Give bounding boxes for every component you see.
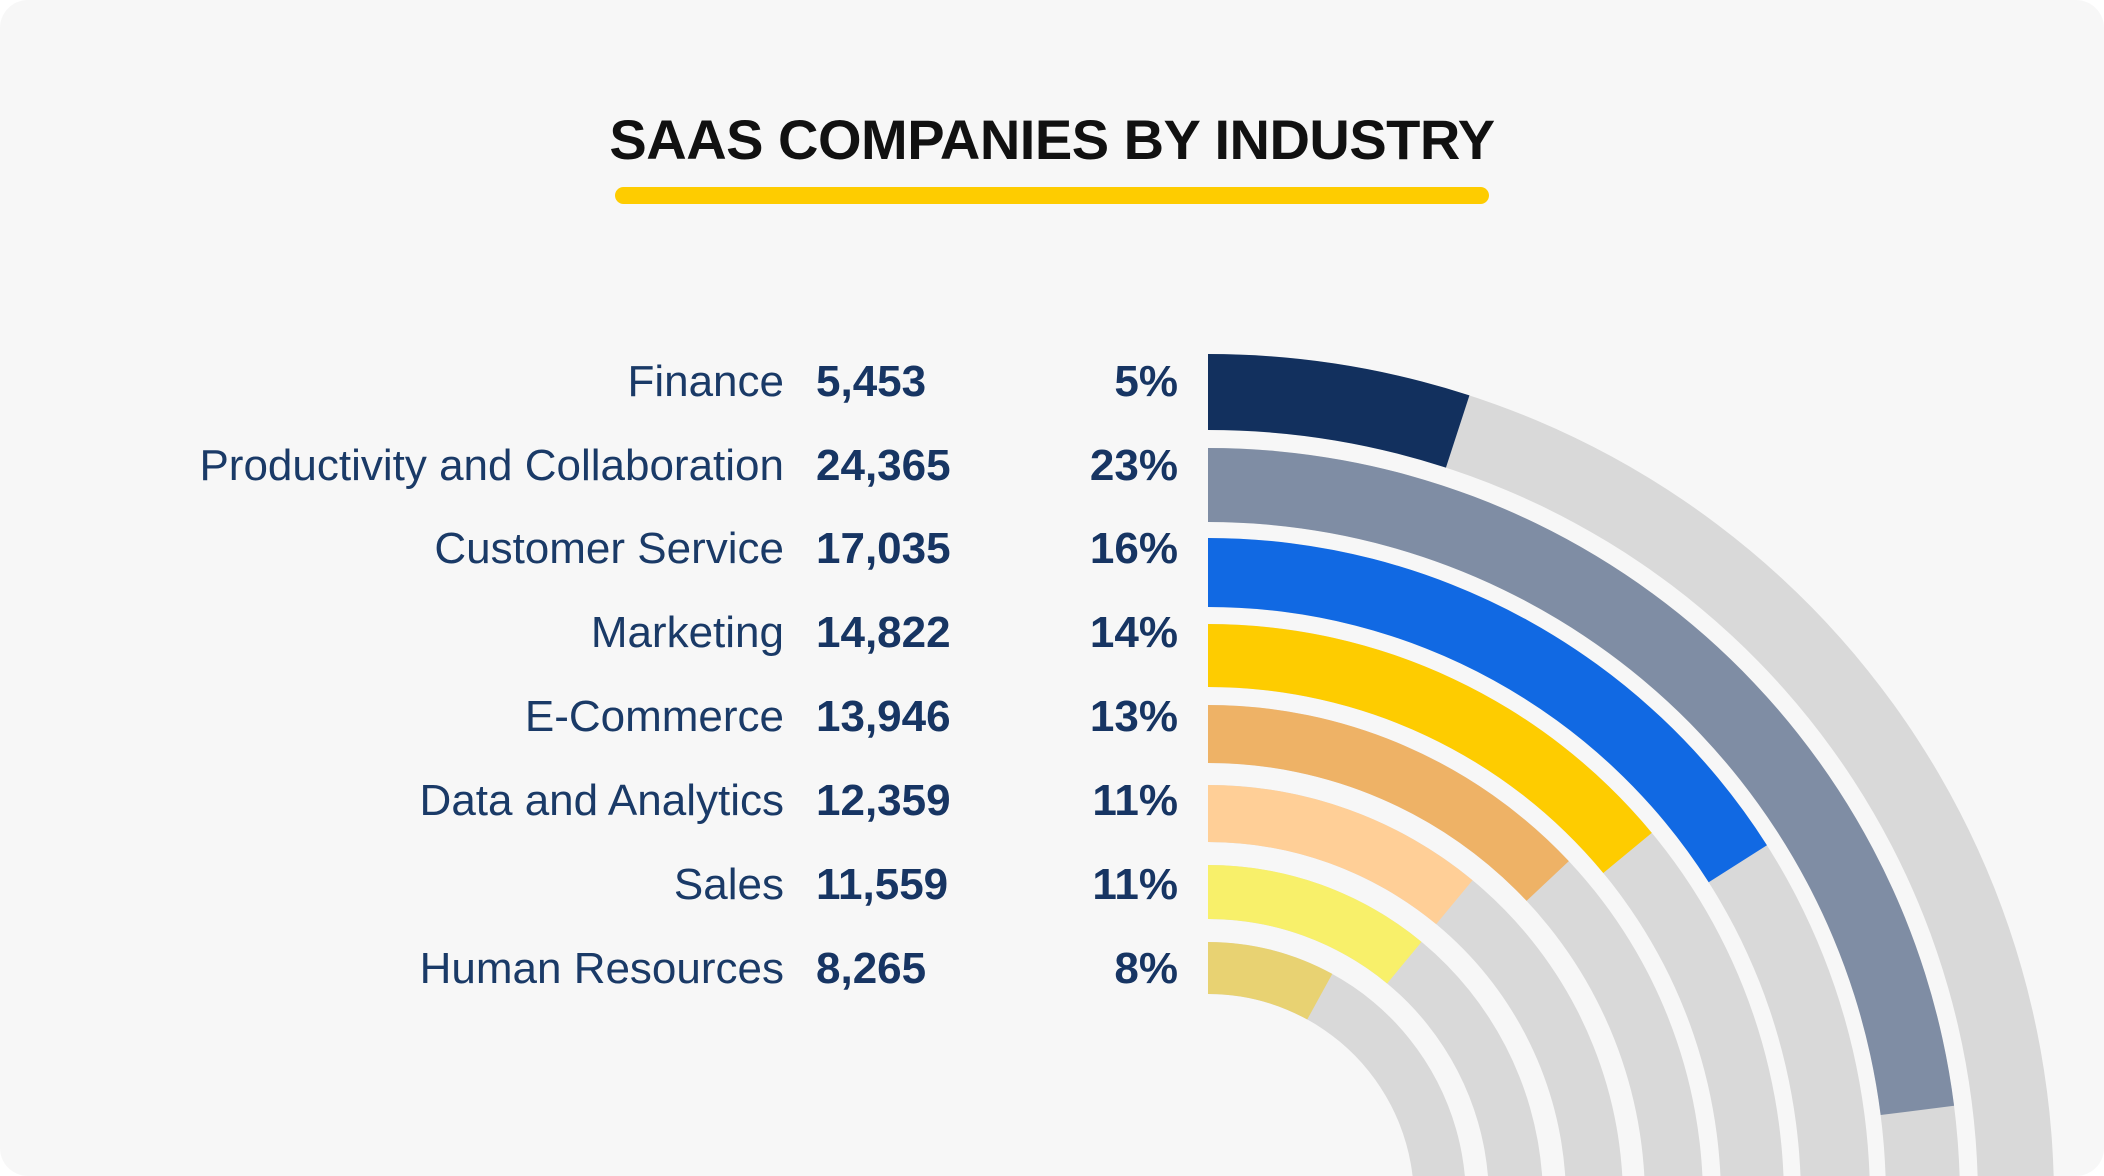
value-label: 12,359 bbox=[816, 776, 951, 825]
bar-arc-e-commerce bbox=[1208, 705, 1569, 901]
percent-label: 5% bbox=[1114, 357, 1178, 406]
percent-label: 11% bbox=[1092, 860, 1178, 909]
value-label: 8,265 bbox=[816, 944, 926, 993]
value-label: 13,946 bbox=[816, 692, 951, 741]
value-arcs bbox=[1208, 354, 1955, 1116]
row-labels: Finance 5,453 5% Productivity and Collabora… bbox=[199, 357, 1178, 993]
bar-arc-customer-service bbox=[1208, 538, 1767, 883]
value-label: 14,822 bbox=[816, 608, 951, 657]
bar-arc-finance bbox=[1208, 354, 1470, 468]
bar-arc-productivity-and-collaboration bbox=[1208, 448, 1955, 1116]
value-label: 11,559 bbox=[816, 860, 948, 909]
chart-title: SAAS COMPANIES BY INDUSTRY bbox=[609, 108, 1495, 171]
category-label: Marketing bbox=[591, 608, 784, 657]
category-label: Productivity and Collaboration bbox=[199, 441, 784, 490]
track-arc-finance bbox=[1208, 354, 2054, 1176]
bar-arc-sales bbox=[1208, 865, 1422, 984]
percent-label: 13% bbox=[1090, 692, 1178, 741]
category-label: Customer Service bbox=[434, 524, 784, 573]
category-label: E-Commerce bbox=[525, 692, 784, 741]
percent-label: 8% bbox=[1114, 944, 1178, 993]
value-label: 24,365 bbox=[816, 441, 951, 490]
bar-arc-data-and-analytics bbox=[1208, 785, 1473, 925]
percent-label: 16% bbox=[1090, 524, 1178, 573]
bar-arc-human-resources bbox=[1208, 942, 1333, 1020]
title-underline bbox=[615, 187, 1489, 204]
value-label: 17,035 bbox=[816, 524, 951, 573]
value-label: 5,453 bbox=[816, 357, 926, 406]
percent-label: 14% bbox=[1090, 608, 1178, 657]
category-label: Finance bbox=[627, 357, 784, 406]
percent-label: 23% bbox=[1090, 441, 1178, 490]
bar-arc-marketing bbox=[1208, 624, 1652, 874]
percent-label: 11% bbox=[1092, 776, 1178, 825]
category-label: Data and Analytics bbox=[420, 776, 784, 825]
category-label: Human Resources bbox=[420, 944, 784, 993]
category-label: Sales bbox=[674, 860, 784, 909]
